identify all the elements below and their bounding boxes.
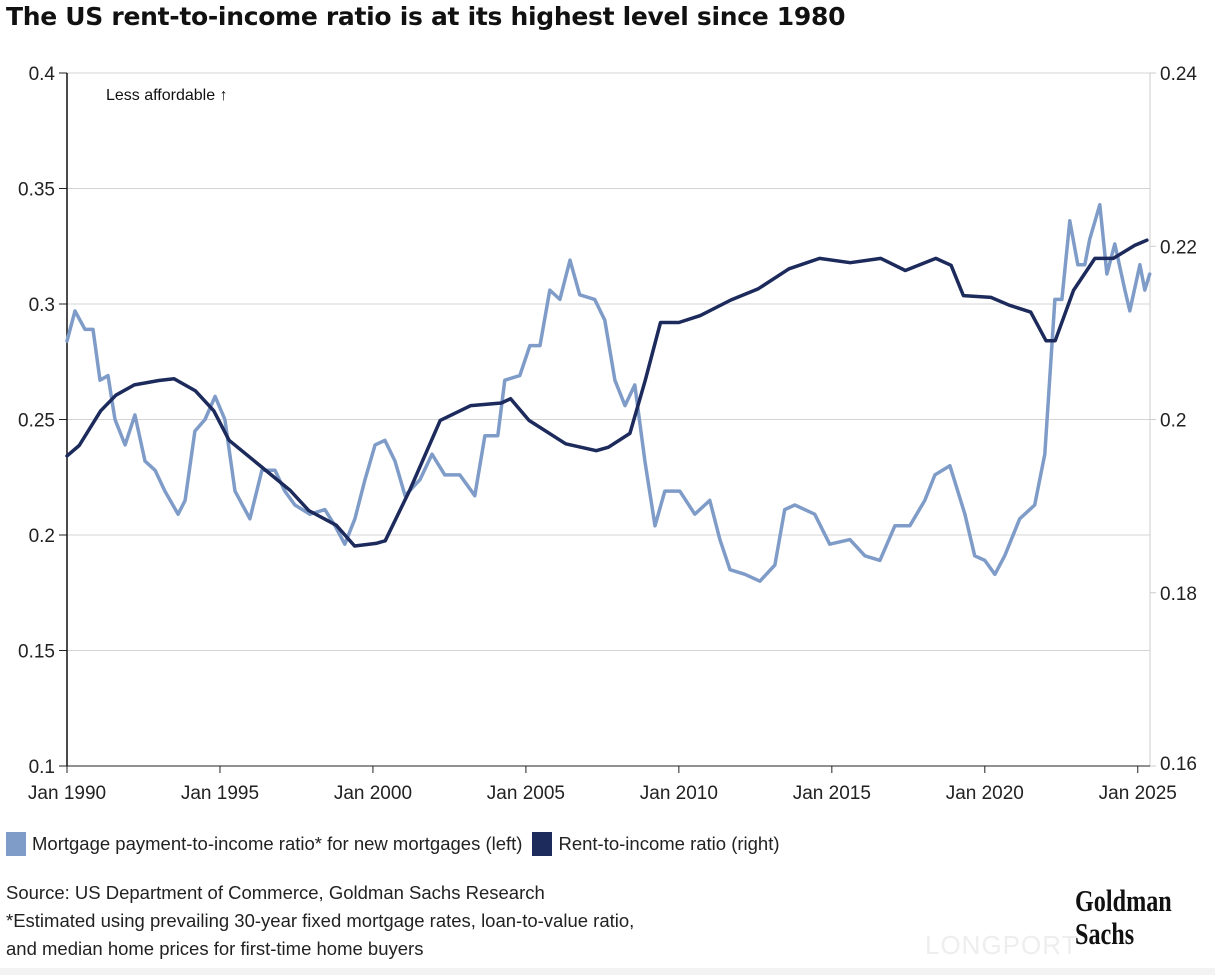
y-right-tick-label: 0.2 bbox=[1160, 411, 1186, 432]
x-tick-label: Jan 2020 bbox=[946, 783, 1024, 804]
source-note: Source: US Department of Commerce, Goldm… bbox=[6, 882, 545, 903]
x-tick-label: Jan 2025 bbox=[1099, 783, 1177, 804]
legend-label-mortgage: Mortgage payment-to-income ratio* for ne… bbox=[32, 833, 523, 854]
footnote-line-2: and median home prices for first-time ho… bbox=[6, 938, 424, 959]
annotation-less-affordable: Less affordable ↑ bbox=[106, 87, 228, 104]
series-line-mortgage-payment-to-income bbox=[65, 202, 1152, 583]
y-left-tick-label: 0.3 bbox=[29, 295, 55, 316]
y-left-tick-label: 0.15 bbox=[18, 642, 55, 663]
bottom-bar bbox=[0, 968, 1215, 975]
goldman-sachs-logo: Goldman Sachs bbox=[1075, 884, 1172, 950]
x-tick-label: Jan 2005 bbox=[487, 783, 565, 804]
legend: Mortgage payment-to-income ratio* for ne… bbox=[6, 832, 780, 856]
watermark: LONGPORT bbox=[925, 930, 1079, 960]
logo-line-2: Sachs bbox=[1075, 916, 1135, 951]
y-left-tick-label: 0.25 bbox=[18, 411, 55, 432]
y-left-tick-label: 0.35 bbox=[18, 180, 55, 201]
y-left-tick-label: 0.4 bbox=[29, 64, 56, 85]
series-line-rent-to-income bbox=[65, 238, 1149, 548]
x-tick-label: Jan 2015 bbox=[793, 783, 871, 804]
y-right-tick-label: 0.24 bbox=[1160, 64, 1197, 85]
logo-line-1: Goldman bbox=[1075, 883, 1172, 918]
x-tick-label: Jan 2010 bbox=[640, 783, 718, 804]
chart-title: The US rent-to-income ratio is at its hi… bbox=[6, 2, 846, 31]
y-right-tick-label: 0.18 bbox=[1160, 584, 1197, 605]
y-left-tick-label: 0.1 bbox=[29, 757, 55, 778]
footnote-line-1: *Estimated using prevailing 30-year fixe… bbox=[6, 910, 635, 931]
x-tick-label: Jan 1995 bbox=[181, 783, 259, 804]
y-right-tick-label: 0.16 bbox=[1160, 754, 1197, 775]
x-tick-label: Jan 1990 bbox=[28, 783, 106, 804]
y-left-tick-label: 0.2 bbox=[29, 526, 55, 547]
x-tick-label: Jan 2000 bbox=[334, 783, 412, 804]
legend-swatch-rent bbox=[532, 832, 553, 856]
y-right-tick-label: 0.22 bbox=[1160, 237, 1197, 258]
legend-swatch-mortgage bbox=[6, 832, 26, 856]
chart-area: 0.1 0.15 0.2 0.25 0.3 0.35 0.4 0.16 0.18 0.2 0.22 0… bbox=[18, 64, 1197, 804]
legend-label-rent: Rent-to-income ratio (right) bbox=[558, 833, 780, 854]
